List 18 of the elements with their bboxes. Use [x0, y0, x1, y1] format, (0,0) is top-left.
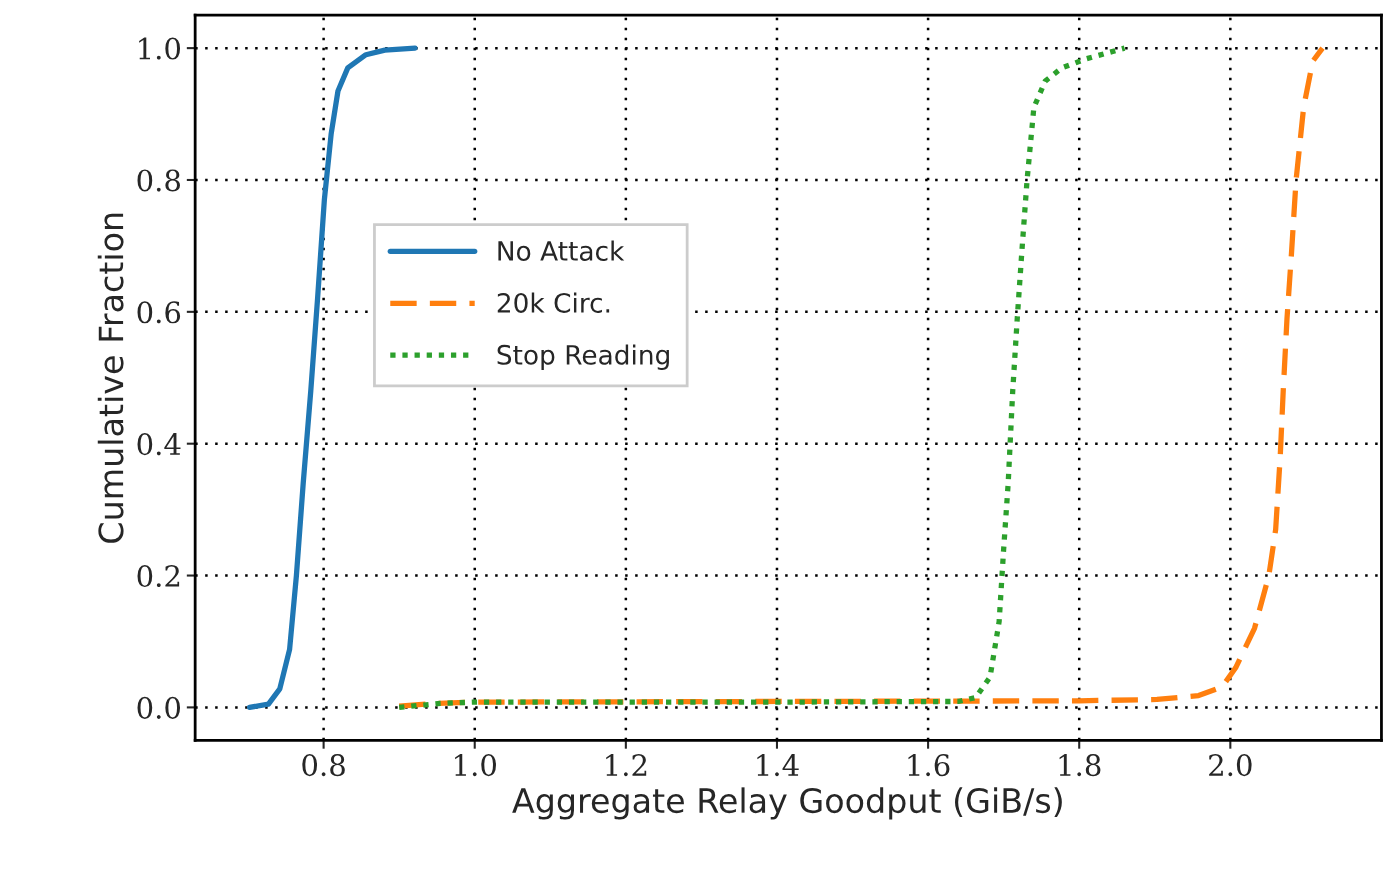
- y-tick-label: 0.8: [137, 169, 180, 192]
- legend-label: Stop Reading: [497, 344, 669, 370]
- x-tick-label: 1.8: [1059, 754, 1101, 777]
- x-tick-label: 1.6: [908, 754, 950, 777]
- y-tick-label: 0.2: [137, 564, 180, 588]
- y-tick-label: 0.4: [137, 433, 181, 456]
- y-tick-label: 0.0: [137, 696, 181, 719]
- legend-label: No Attack: [498, 240, 625, 261]
- x-tick-label: 1.2: [606, 754, 647, 777]
- x-tick-label: 1.4: [757, 754, 799, 777]
- x-tick-label: 1.0: [455, 754, 496, 777]
- x-axis-title: Aggregate Relay Goodput (GiB/s): [512, 787, 1062, 820]
- x-tick-label: 0.8: [302, 754, 345, 777]
- y-tick-label: 1.0: [139, 37, 181, 60]
- y-axis-title: Cumulative Fraction: [97, 213, 124, 543]
- legend-label: 20k Circ.: [497, 292, 610, 313]
- y-tick-label: 0.6: [137, 301, 181, 324]
- x-tick-label: 2.0: [1209, 754, 1252, 777]
